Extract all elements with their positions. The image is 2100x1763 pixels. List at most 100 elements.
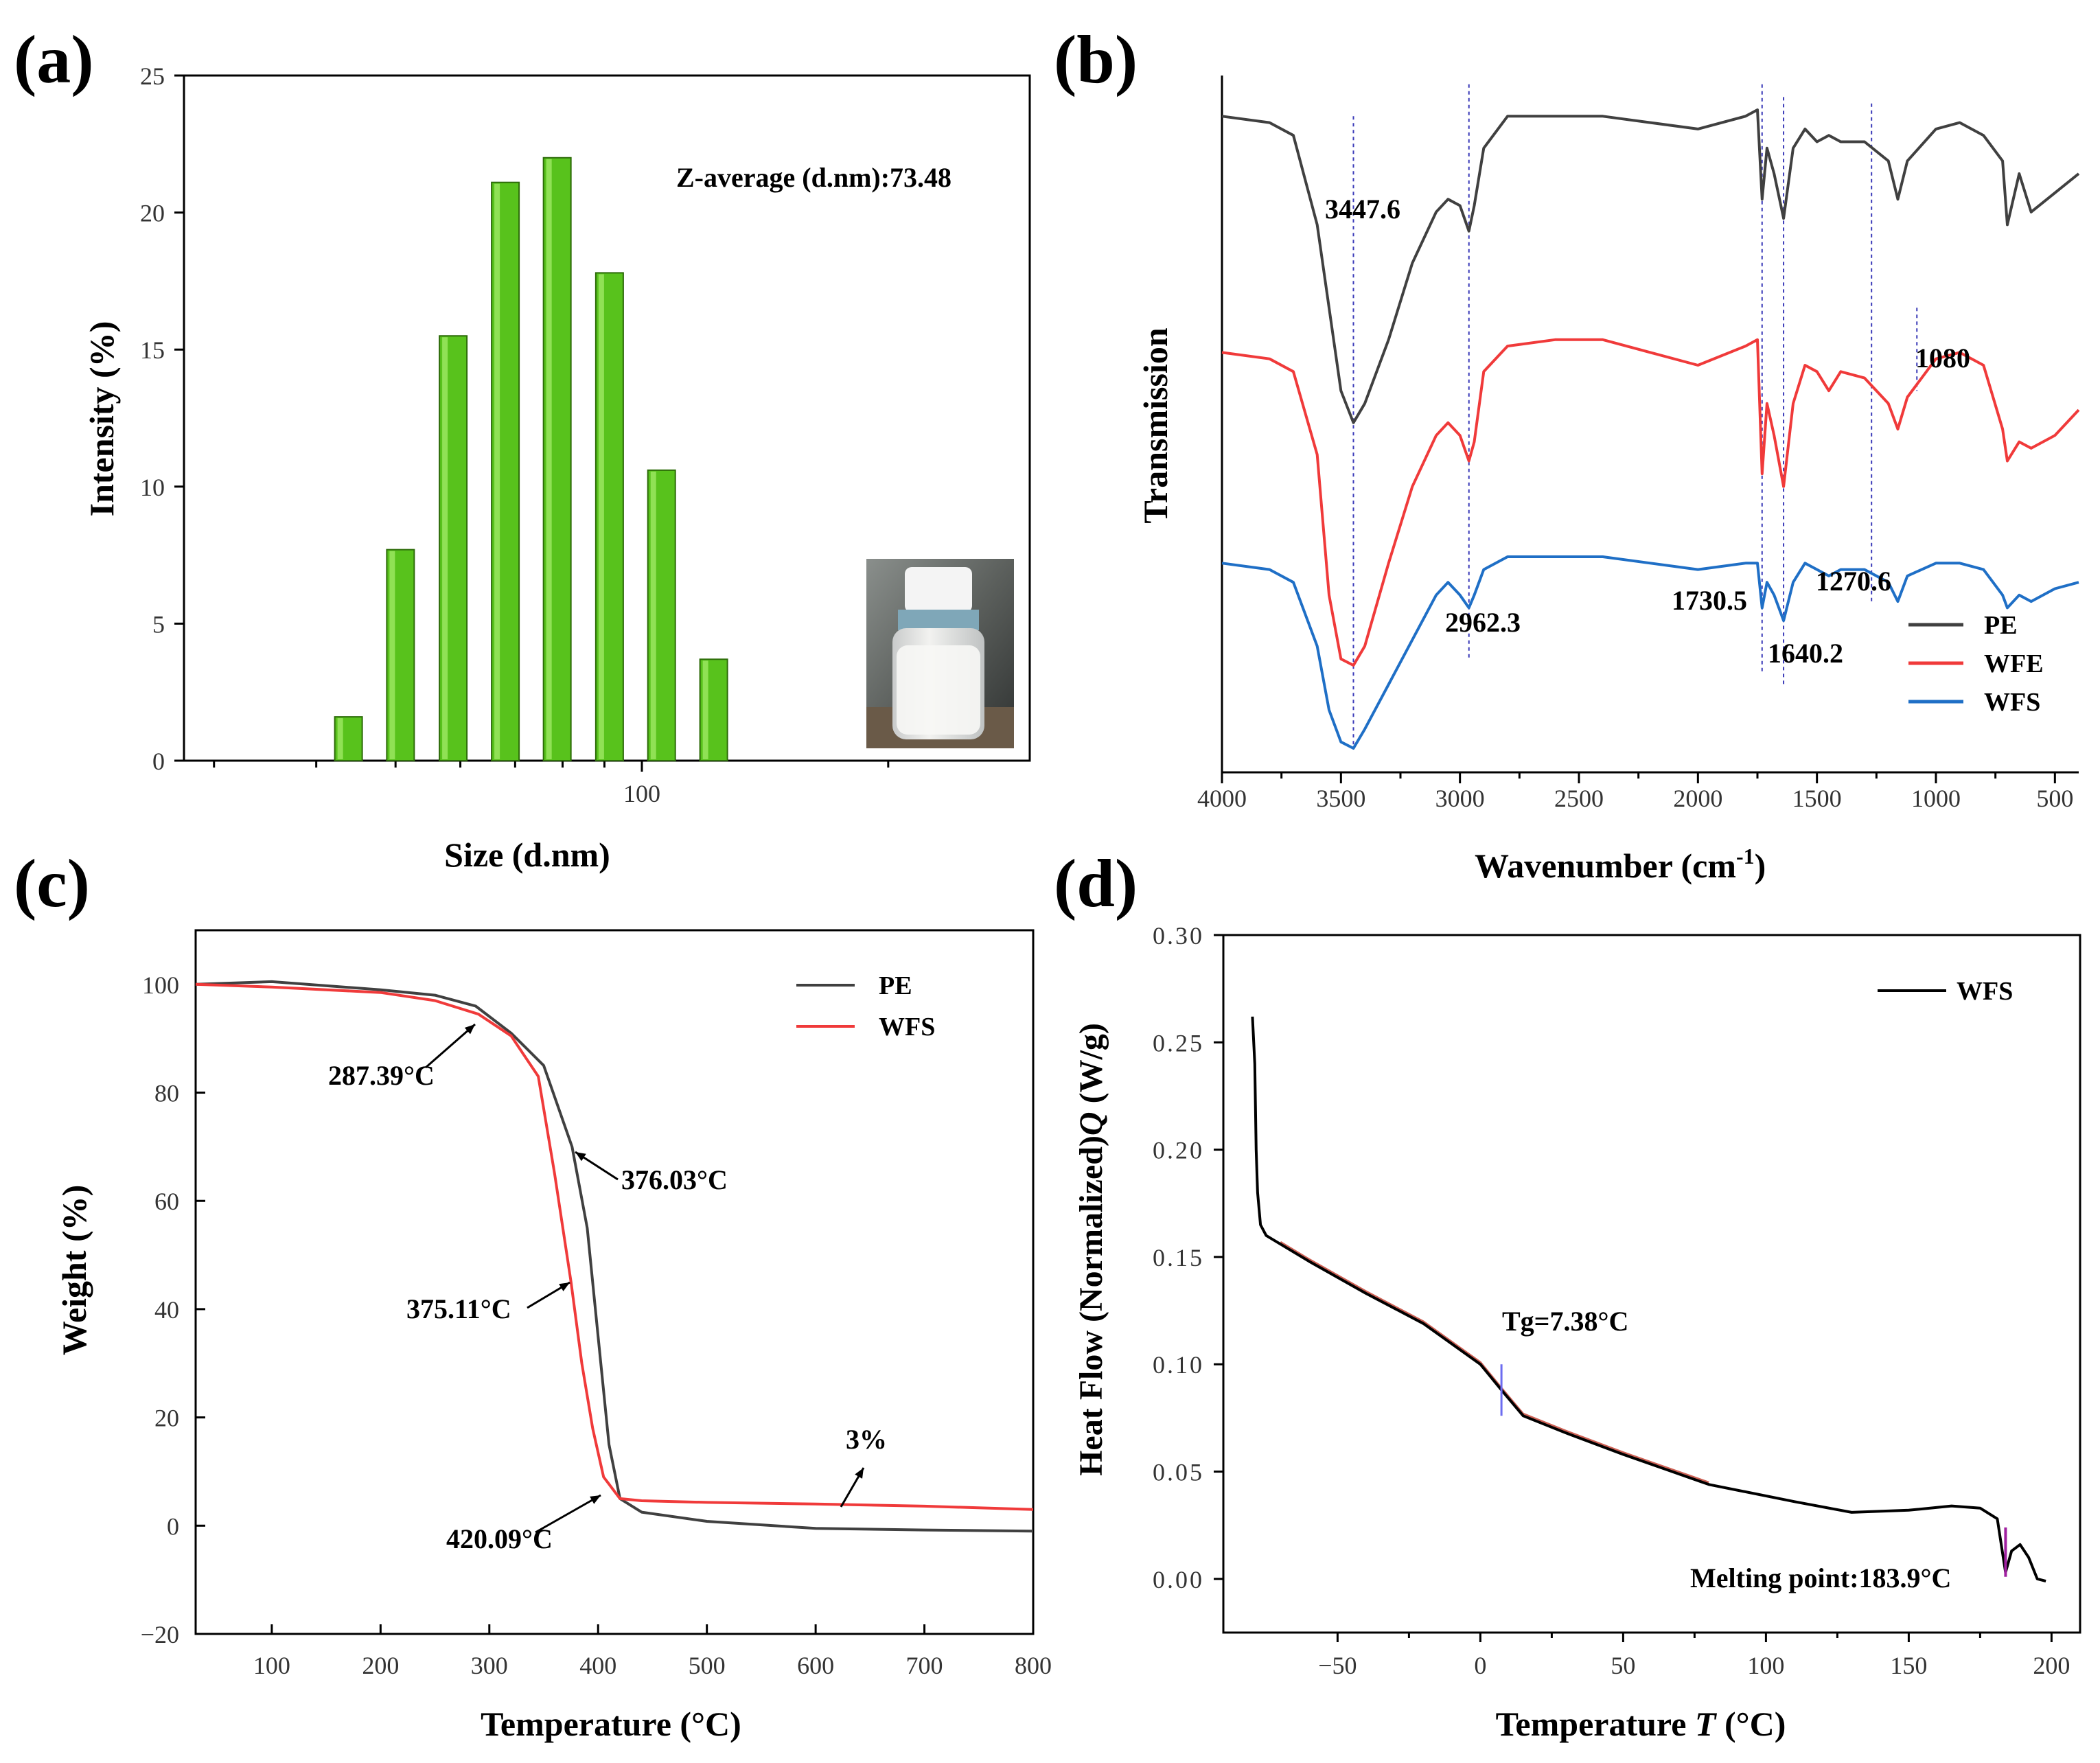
panel-b-xtick-label: 4000 (1197, 785, 1247, 812)
panel-d-label: (d) (1054, 845, 1138, 921)
panel-b-xtick-label: 2500 (1554, 785, 1604, 812)
panel-d-plot: 0.00 0.05 0.10 0.15 0.20 0.25 0.30 −50 0 50 100 150… (1153, 922, 2081, 1679)
panel-b-xlabel: Wavenumber (cm-1) (1475, 844, 1766, 885)
panel-c-arrow (425, 1023, 476, 1069)
panel-a-ytick-label: 10 (140, 474, 165, 501)
panel-a-ylabel: Intensity (%) (82, 321, 121, 517)
panel-c-arrow-head (590, 1495, 601, 1504)
panel-c-ylabel: Weight (%) (55, 1185, 93, 1356)
panel-a-bar-highlight (337, 718, 343, 759)
panel-b-xtick-label: 3000 (1435, 785, 1485, 812)
panel-c-arrow (535, 1494, 601, 1534)
panel-a-ytick-label: 0 (152, 748, 165, 775)
panel-a-bar-highlight (650, 471, 656, 759)
panel-a-bar-highlight (389, 551, 395, 759)
panel-c-arrow-head (559, 1282, 570, 1291)
panel-d-xtick-label: −50 (1318, 1652, 1357, 1679)
panel-a-ytick-label: 25 (140, 62, 165, 90)
panel-a-bar-highlight (598, 274, 604, 759)
panel-c-arrow-head (575, 1152, 586, 1162)
panel-a-bar-highlight (702, 660, 708, 759)
panel-c-ytick-label: 100 (142, 971, 179, 999)
panel-c-xtick-label: 600 (797, 1652, 834, 1679)
panel-d-frame (1222, 934, 2081, 1634)
panel-b-legend-label: WFS (1984, 688, 2040, 717)
panel-c-xtick-label: 100 (253, 1652, 290, 1679)
panel-c-arrow-head (855, 1468, 864, 1479)
panel-c-series-wfs (195, 982, 1034, 1511)
panel-b-legend-label: PE (1984, 611, 2018, 640)
panel-b-peak-label: 1730.5 (1672, 585, 1747, 616)
panel-d: (d) 0.00 0.05 0.10 0.15 0.20 0.25 0.30 −50 0 50 10… (1054, 845, 2081, 1743)
panel-d-ytick-label: 0.20 (1153, 1137, 1204, 1164)
panel-d-annotation-tg: Tg=7.38°C (1502, 1306, 1628, 1337)
panel-c-annotation: 3% (846, 1424, 887, 1455)
sample-vial-photo (866, 559, 1014, 748)
panel-c-plot: −20 0 20 40 60 80 100 100 200 300 400 500 600 700 800 P… (141, 929, 1052, 1679)
panel-c-xtick-label: 700 (906, 1652, 943, 1679)
panel-a-bar-highlight (494, 183, 500, 759)
panel-d-xlabel: Temperature T (°C) (1496, 1705, 1786, 1743)
panel-c-arrow-head (464, 1024, 475, 1035)
panel-b-xtick-label: 1000 (1911, 785, 1961, 812)
panel-a-ytick-label: 5 (152, 610, 165, 638)
panel-c-xtick-label: 200 (362, 1652, 399, 1679)
panel-b-series-wfs (1221, 555, 2079, 750)
panel-b-xtick-label: 2000 (1673, 785, 1722, 812)
panel-a-ytick-label: 15 (140, 336, 165, 364)
panel-b-xtick-label: 1500 (1792, 785, 1842, 812)
panel-d-ytick-label: 0.05 (1153, 1459, 1204, 1486)
panel-b-peak-label: 1270.6 (1816, 566, 1891, 597)
panel-b-series-pe (1221, 108, 2080, 424)
panel-a: (a) 0 5 10 15 20 25 100 Size (d.nm) Intensity … (14, 21, 1031, 874)
panel-c-xtick-label: 300 (471, 1652, 508, 1679)
panel-d-annotation-melt: Melting point:183.9°C (1690, 1563, 1951, 1593)
panel-b-peak-label: 1080 (1915, 343, 1970, 373)
panel-c-ytick-label: 60 (154, 1188, 179, 1215)
panel-c-frame (194, 929, 1035, 1635)
panel-c: (c) −20 0 20 40 60 80 100 100 200 300 400 500 600 700… (14, 845, 1052, 1743)
panel-c-series-pe (195, 980, 1034, 1533)
panel-b: (b) 4000 3500 3000 2500 2000 1500 1000 500 3447.… (1054, 21, 2080, 885)
panel-d-xtick-label: 100 (1747, 1652, 1784, 1679)
panel-c-ytick-label: −20 (141, 1621, 179, 1648)
panel-c-annotation: 376.03°C (621, 1164, 728, 1195)
panel-d-xtick-label: 150 (1890, 1652, 1927, 1679)
panel-d-ytick-label: 0.10 (1153, 1351, 1204, 1379)
panel-c-ytick-label: 20 (154, 1405, 179, 1432)
panel-b-xtick-label: 3500 (1316, 785, 1365, 812)
panel-c-annotation: 375.11°C (406, 1293, 511, 1324)
panel-c-ytick-label: 80 (154, 1080, 179, 1107)
panel-b-peak-label: 2962.3 (1445, 607, 1521, 638)
panel-d-series-wfs (1251, 1016, 2046, 1582)
panel-c-xlabel: Temperature (°C) (481, 1705, 741, 1743)
panel-b-ylabel: Transmission (1136, 327, 1175, 523)
panel-a-annotation: Z-average (d.nm):73.48 (676, 162, 951, 193)
panel-a-ytick-label: 20 (140, 200, 165, 227)
panel-d-xtick-label: 50 (1611, 1652, 1635, 1679)
panel-a-bar-highlight (546, 159, 552, 759)
panel-c-legend-label: PE (879, 971, 912, 1000)
panel-c-ytick-label: 0 (167, 1512, 179, 1540)
panel-d-legend-label: WFS (1957, 977, 2013, 1006)
panel-c-annotation: 420.09°C (446, 1523, 553, 1554)
panel-a-plot: 0 5 10 15 20 25 100 (140, 62, 1031, 807)
panel-d-ylabel: Heat Flow (Normalized)Q (W/g) (1073, 1023, 1109, 1476)
panel-a-xtick-label: 100 (623, 780, 660, 807)
panel-d-xtick-label: 0 (1474, 1652, 1486, 1679)
panel-a-bar-highlight (442, 337, 448, 759)
panel-c-annotation: 287.39°C (328, 1060, 435, 1091)
panel-b-legend-label: WFE (1984, 649, 2044, 678)
panel-b-plot: 4000 3500 3000 2500 2000 1500 1000 500 3447.6 296… (1197, 76, 2080, 812)
panel-d-ytick-label: 0.15 (1153, 1244, 1204, 1271)
panel-a-label: (a) (14, 21, 94, 97)
panel-d-fit-line (1280, 1241, 1709, 1484)
panel-c-xtick-label: 400 (579, 1652, 616, 1679)
panel-b-peak-label: 1640.2 (1768, 638, 1843, 669)
panel-c-xtick-label: 800 (1015, 1652, 1052, 1679)
panel-d-ytick-label: 0.00 (1153, 1566, 1204, 1593)
panel-d-ytick-label: 0.30 (1153, 922, 1204, 949)
panel-b-label: (b) (1054, 21, 1138, 97)
panel-d-ytick-label: 0.25 (1153, 1029, 1204, 1057)
